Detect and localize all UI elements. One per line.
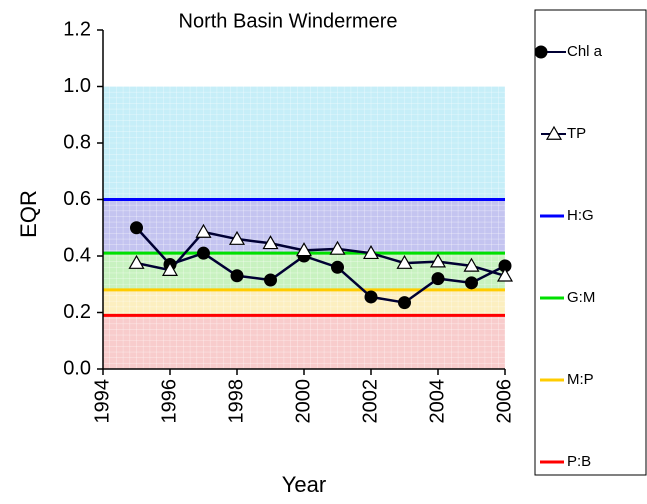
x-tick-label: 2002 bbox=[359, 379, 381, 424]
legend-label: TP bbox=[567, 125, 586, 142]
data-point bbox=[429, 253, 447, 268]
data-point bbox=[465, 276, 478, 290]
data-point bbox=[195, 223, 212, 238]
data-point bbox=[329, 240, 346, 255]
data-point bbox=[197, 246, 210, 260]
y-tick-label: 1.0 bbox=[63, 75, 91, 97]
band bbox=[103, 289, 505, 316]
x-axis-label: Year bbox=[282, 472, 326, 497]
y-tick-label: 0.8 bbox=[63, 131, 91, 153]
x-tick-label: 2006 bbox=[493, 379, 515, 424]
data-point bbox=[228, 230, 246, 245]
legend-label: P:B bbox=[567, 453, 591, 470]
y-tick-label: 0.4 bbox=[63, 244, 91, 266]
band bbox=[103, 86, 505, 200]
data-point bbox=[295, 242, 313, 257]
legend-box bbox=[534, 9, 647, 476]
x-tick-label: 2000 bbox=[292, 379, 314, 424]
data-point bbox=[364, 290, 378, 304]
data-point bbox=[262, 235, 279, 250]
legend-label: G:M bbox=[567, 289, 595, 306]
legend-label: Chl a bbox=[567, 43, 603, 60]
data-point bbox=[128, 254, 145, 269]
data-point bbox=[398, 296, 411, 310]
data-point bbox=[130, 221, 143, 235]
legend-marker bbox=[545, 125, 563, 140]
legend-marker bbox=[534, 45, 548, 59]
y-tick-label: 0.6 bbox=[63, 188, 91, 210]
data-point bbox=[396, 254, 413, 269]
x-tick-label: 1998 bbox=[225, 379, 247, 424]
series-line bbox=[136, 230, 506, 277]
data-point bbox=[230, 269, 244, 283]
x-tick-label: 1996 bbox=[158, 379, 180, 424]
x-tick-label: 1994 bbox=[91, 379, 113, 424]
legend-label: M:P bbox=[567, 371, 594, 388]
y-tick-label: 1.2 bbox=[63, 18, 91, 40]
data-point bbox=[362, 244, 380, 260]
y-tick-label: 0.2 bbox=[63, 301, 91, 323]
chart-title: North Basin Windermere bbox=[179, 10, 398, 32]
data-point bbox=[161, 261, 179, 276]
legend-label: H:G bbox=[567, 207, 594, 224]
data-point bbox=[463, 257, 480, 272]
y-axis-label: EQR bbox=[16, 190, 41, 238]
data-point bbox=[264, 273, 277, 287]
data-point bbox=[331, 260, 344, 274]
band bbox=[103, 315, 505, 369]
data-point bbox=[431, 272, 445, 286]
x-tick-label: 2004 bbox=[426, 379, 448, 424]
data-point bbox=[496, 267, 514, 282]
y-tick-label: 0.0 bbox=[63, 357, 91, 379]
